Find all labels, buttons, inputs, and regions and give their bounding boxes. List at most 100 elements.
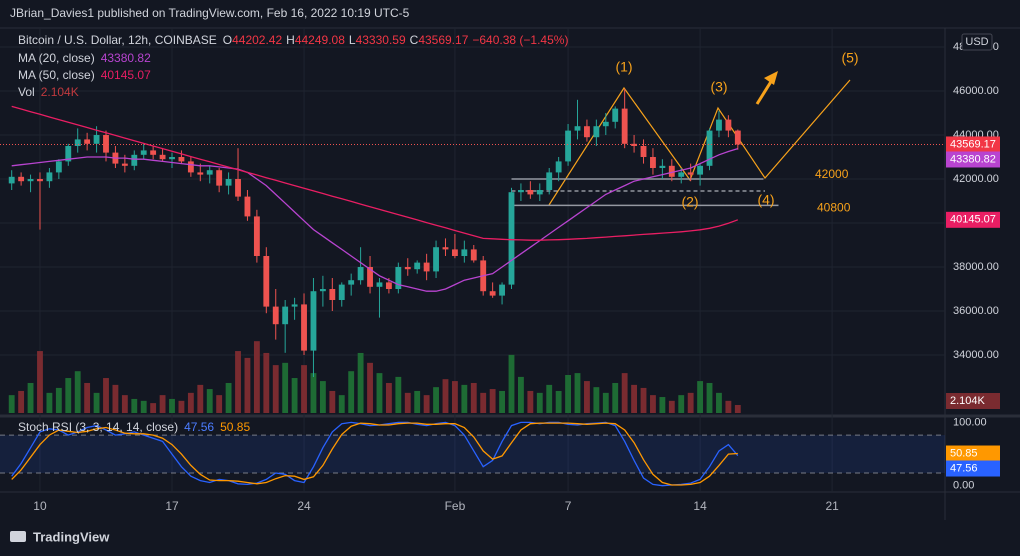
- volume-bar: [367, 362, 373, 413]
- ohlc-key: L: [349, 33, 356, 47]
- candle-body: [197, 172, 204, 175]
- volume-bar: [178, 400, 185, 413]
- volume-bar: [225, 382, 232, 413]
- volume-bar: [18, 390, 25, 413]
- candle-body: [536, 190, 543, 195]
- ohlc-legend: Bitcoin / U.S. Dollar, 12h, COINBASE O442…: [18, 33, 568, 47]
- candle-body: [668, 165, 675, 177]
- candle-body: [178, 157, 185, 162]
- y-tick-label: 46000.00: [953, 85, 999, 97]
- candle-body: [414, 262, 421, 270]
- volume-bar: [395, 376, 402, 413]
- volume-bar: [121, 395, 128, 413]
- candle-body: [725, 119, 732, 131]
- candle-body: [499, 284, 505, 296]
- price-tag: [946, 393, 1000, 410]
- volume-bar: [678, 395, 685, 413]
- volume-bar: [404, 392, 411, 413]
- volume-bar: [74, 371, 81, 413]
- volume-bar: [725, 400, 732, 413]
- volume-bar: [244, 357, 251, 413]
- footer: [0, 520, 1020, 556]
- candle-body: [508, 192, 515, 285]
- volume-bar: [348, 371, 355, 413]
- candle-body: [602, 121, 609, 127]
- volume-bar: [216, 395, 223, 413]
- volume-bar: [499, 390, 505, 413]
- price-tag-label: 2.104K: [950, 395, 986, 407]
- volume-bar: [8, 395, 15, 413]
- volume-bar: [461, 384, 468, 413]
- volume-bar: [253, 341, 260, 413]
- ohlc-value: 44249.08: [295, 33, 345, 47]
- volume-bar: [631, 384, 638, 413]
- legend-name: Vol: [18, 85, 35, 99]
- y-tick-label: 38000.00: [953, 261, 999, 273]
- volume-bar: [376, 373, 383, 413]
- wave-label: (2): [681, 194, 698, 210]
- candle-body: [734, 130, 741, 145]
- volume-bar: [527, 390, 534, 413]
- price-tag: [946, 211, 1000, 228]
- candle-body: [621, 108, 628, 144]
- volume-bar: [169, 398, 175, 413]
- candle-body: [697, 165, 704, 175]
- price-tag-label: 43380.82: [950, 153, 996, 165]
- candle-body: [272, 306, 279, 325]
- volume-bar: [433, 387, 439, 413]
- volume-bar: [640, 387, 647, 413]
- candle-body: [27, 179, 34, 182]
- wave-label: (5): [841, 50, 858, 66]
- volume-bar: [687, 392, 694, 413]
- candle-body: [716, 119, 722, 131]
- legend-value: 43380.82: [101, 51, 151, 65]
- x-tick-label: 17: [165, 499, 179, 513]
- candle-body: [131, 154, 138, 166]
- price-tag: [946, 445, 1000, 462]
- volume-bar: [470, 382, 477, 413]
- x-tick-label: 14: [693, 499, 707, 513]
- volume-bar: [451, 381, 458, 413]
- legend-value: 40145.07: [101, 68, 151, 82]
- stoch-k-line: [11, 421, 739, 487]
- stoch-tick-label: 0.00: [953, 480, 974, 492]
- volume-bar: [329, 390, 336, 413]
- volume-bar: [93, 392, 100, 413]
- candle-body: [423, 262, 430, 272]
- symbol: Bitcoin / U.S. Dollar, 12h, COINBASE: [18, 33, 217, 47]
- labels: (1) (2) (3) (4) (5) Bitcoin / U.S. Dolla…: [18, 33, 859, 434]
- candle-body: [395, 267, 402, 290]
- ma20-legend: MA (20, close) 43380.82: [18, 51, 151, 65]
- ohlc-value: 43569.17: [418, 33, 468, 47]
- candle-body: [225, 179, 232, 186]
- candle-body: [659, 165, 666, 169]
- stoch-tick-label: 100.00: [953, 416, 987, 428]
- volume-bar: [508, 354, 515, 413]
- ohlc-value: 43330.59: [356, 33, 406, 47]
- publisher: JBrian_Davies1 published on TradingView.…: [10, 6, 410, 20]
- ohlc-value: 44202.42: [232, 33, 282, 47]
- volume-bar: [621, 373, 628, 413]
- candle-body: [687, 172, 694, 175]
- grid: [0, 28, 945, 492]
- candle-body: [65, 146, 72, 162]
- candle-body: [282, 306, 289, 325]
- volume-bar: [584, 381, 590, 413]
- legend-name: Stoch RSI (3, 3, 14, 14, close): [18, 420, 178, 434]
- ohlc-key: H: [286, 33, 295, 47]
- level-label: 42000: [815, 167, 849, 181]
- volume-bar: [301, 365, 307, 413]
- candle-body: [470, 249, 477, 261]
- candle-body: [206, 170, 213, 175]
- drawings: [511, 71, 851, 207]
- volume-bar: [697, 381, 704, 413]
- candle-body: [385, 282, 392, 290]
- price-tag-label: 40145.07: [950, 214, 996, 226]
- y-tick-label: 34000.00: [953, 349, 999, 361]
- price-tag: [946, 460, 1000, 477]
- candle-body: [253, 216, 260, 257]
- candle-body: [650, 157, 656, 169]
- legend-name: MA (50, close): [18, 68, 95, 82]
- volume-bar: [546, 384, 553, 413]
